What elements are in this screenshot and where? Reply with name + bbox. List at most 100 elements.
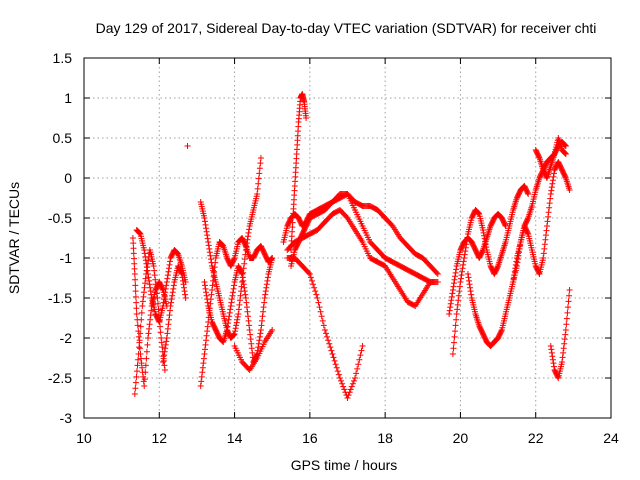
data-point bbox=[550, 363, 557, 370]
data-point bbox=[458, 272, 465, 279]
data-point bbox=[453, 311, 460, 317]
data-point bbox=[465, 274, 472, 281]
data-point bbox=[535, 269, 542, 276]
data-point bbox=[480, 227, 487, 233]
data-point bbox=[204, 232, 211, 239]
data-point bbox=[313, 291, 320, 298]
data-point bbox=[269, 255, 276, 261]
data-point bbox=[206, 245, 213, 252]
data-point bbox=[211, 264, 218, 271]
data-point bbox=[165, 268, 172, 275]
data-point bbox=[433, 269, 440, 276]
data-point bbox=[209, 282, 216, 289]
data-point bbox=[146, 281, 153, 288]
data-point bbox=[466, 277, 473, 284]
data-point bbox=[163, 335, 170, 341]
data-point bbox=[448, 297, 455, 304]
data-point bbox=[561, 149, 568, 156]
data-point bbox=[355, 361, 362, 368]
data-point bbox=[328, 347, 335, 354]
data-point bbox=[246, 322, 253, 329]
data-point bbox=[359, 343, 366, 349]
data-point bbox=[157, 323, 164, 330]
data-point bbox=[456, 288, 463, 295]
data-point bbox=[269, 327, 276, 333]
data-point bbox=[159, 344, 166, 351]
data-point bbox=[255, 344, 262, 351]
data-point bbox=[132, 282, 139, 289]
data-point bbox=[236, 297, 243, 304]
data-point bbox=[178, 269, 185, 276]
data-point bbox=[546, 200, 553, 207]
data-point bbox=[335, 371, 342, 378]
data-point bbox=[153, 285, 160, 292]
data-point bbox=[452, 322, 459, 329]
data-point bbox=[321, 327, 328, 333]
data-point bbox=[141, 383, 148, 389]
data-point bbox=[524, 189, 531, 196]
data-point bbox=[513, 258, 520, 265]
data-point bbox=[561, 340, 568, 347]
data-point bbox=[559, 354, 566, 361]
data-point bbox=[150, 263, 157, 269]
data-point bbox=[354, 365, 361, 372]
data-point bbox=[167, 303, 174, 309]
data-point bbox=[204, 328, 211, 335]
data-point bbox=[344, 395, 351, 401]
data-point bbox=[449, 290, 456, 297]
data-point bbox=[165, 321, 172, 328]
data-point bbox=[230, 332, 237, 339]
data-point bbox=[457, 275, 464, 282]
data-point bbox=[154, 300, 161, 307]
data-point bbox=[207, 256, 214, 263]
data-point bbox=[143, 260, 150, 267]
data-point bbox=[254, 185, 261, 192]
data-point bbox=[262, 288, 269, 295]
data-point bbox=[147, 312, 154, 319]
data-point bbox=[199, 364, 206, 371]
data-point bbox=[448, 293, 455, 300]
data-point bbox=[143, 264, 150, 271]
data-point bbox=[453, 266, 460, 273]
data-point bbox=[447, 300, 454, 307]
data-point bbox=[242, 295, 249, 301]
data-point bbox=[201, 279, 208, 285]
data-point bbox=[452, 273, 459, 280]
data-point bbox=[262, 291, 269, 298]
data-point bbox=[161, 362, 168, 369]
y-axis-label: SDTVAR / TECUs bbox=[6, 182, 22, 294]
data-point bbox=[331, 357, 338, 364]
data-point bbox=[208, 291, 215, 298]
data-point bbox=[540, 255, 547, 261]
data-point bbox=[566, 292, 573, 299]
data-point bbox=[168, 296, 175, 303]
x-tick-label: 14 bbox=[227, 430, 243, 446]
data-point bbox=[131, 271, 138, 277]
data-point bbox=[544, 218, 551, 225]
data-point bbox=[226, 313, 233, 320]
data-point bbox=[133, 311, 140, 317]
y-tick-label: -2.5 bbox=[48, 370, 72, 386]
data-point bbox=[201, 218, 208, 225]
data-point bbox=[181, 288, 188, 295]
data-point bbox=[462, 244, 469, 251]
data-point bbox=[358, 347, 365, 354]
data-point bbox=[263, 284, 270, 291]
data-point bbox=[244, 308, 251, 315]
data-point bbox=[131, 391, 138, 397]
data-point bbox=[235, 311, 242, 317]
data-point bbox=[322, 330, 329, 337]
data-point bbox=[134, 362, 141, 369]
data-point bbox=[158, 339, 165, 346]
y-tick-label: 0 bbox=[64, 170, 72, 186]
data-point bbox=[249, 349, 256, 356]
data-point bbox=[264, 277, 271, 284]
data-point bbox=[166, 312, 173, 319]
data-point bbox=[138, 355, 145, 362]
data-point bbox=[203, 332, 210, 339]
data-point bbox=[248, 345, 255, 352]
data-point bbox=[565, 298, 572, 305]
data-point bbox=[340, 383, 347, 390]
data-point bbox=[138, 309, 145, 316]
